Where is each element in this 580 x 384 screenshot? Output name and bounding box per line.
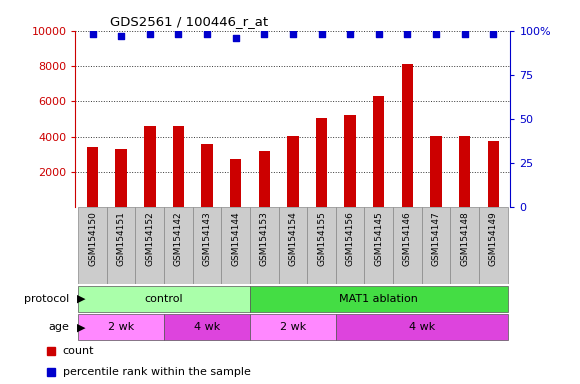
Text: GSM154143: GSM154143: [202, 211, 212, 266]
Text: GSM154153: GSM154153: [260, 211, 269, 266]
Point: [202, 31, 212, 37]
Text: GSM154152: GSM154152: [146, 211, 154, 266]
Text: 4 wk: 4 wk: [408, 322, 435, 333]
Point: [288, 31, 298, 37]
Text: GSM154146: GSM154146: [403, 211, 412, 266]
Text: GSM154147: GSM154147: [432, 211, 440, 266]
Bar: [450, 207, 479, 284]
Text: 4 wk: 4 wk: [194, 322, 220, 333]
Bar: [164, 314, 250, 340]
Text: count: count: [63, 346, 94, 356]
Bar: [115, 149, 127, 207]
Text: 2 wk: 2 wk: [280, 322, 306, 333]
Bar: [164, 207, 193, 284]
Point: [432, 31, 441, 37]
Point: [488, 31, 498, 37]
Text: protocol: protocol: [24, 293, 70, 304]
Text: GSM154155: GSM154155: [317, 211, 326, 266]
Bar: [373, 96, 385, 207]
Bar: [422, 207, 450, 284]
Bar: [144, 126, 155, 207]
Bar: [78, 207, 107, 284]
Text: 2 wk: 2 wk: [108, 322, 135, 333]
Bar: [250, 314, 336, 340]
Point: [317, 31, 326, 37]
Bar: [345, 115, 356, 207]
Text: GSM154154: GSM154154: [288, 211, 298, 266]
Bar: [107, 207, 136, 284]
Bar: [259, 151, 270, 207]
Text: MAT1 ablation: MAT1 ablation: [339, 293, 418, 304]
Point: [88, 31, 97, 37]
Text: GSM154150: GSM154150: [88, 211, 97, 266]
Point: [145, 31, 154, 37]
Bar: [222, 207, 250, 284]
Bar: [307, 207, 336, 284]
Point: [231, 35, 240, 41]
Bar: [250, 207, 278, 284]
Point: [117, 33, 126, 39]
Bar: [316, 118, 327, 207]
Point: [260, 31, 269, 37]
Text: ▶: ▶: [77, 293, 85, 304]
Text: GSM154145: GSM154145: [374, 211, 383, 266]
Text: GSM154142: GSM154142: [174, 211, 183, 266]
Bar: [201, 144, 213, 207]
Bar: [87, 147, 98, 207]
Bar: [173, 126, 184, 207]
Point: [174, 31, 183, 37]
Bar: [488, 141, 499, 207]
Bar: [287, 136, 299, 207]
Text: GSM154149: GSM154149: [489, 211, 498, 266]
Text: ▶: ▶: [77, 322, 85, 333]
Bar: [230, 159, 241, 207]
Bar: [136, 207, 164, 284]
Text: control: control: [145, 293, 183, 304]
Text: GDS2561 / 100446_r_at: GDS2561 / 100446_r_at: [110, 15, 269, 28]
Point: [460, 31, 469, 37]
Bar: [193, 207, 222, 284]
Bar: [78, 286, 250, 311]
Text: percentile rank within the sample: percentile rank within the sample: [63, 367, 251, 377]
Text: GSM154144: GSM154144: [231, 211, 240, 266]
Text: age: age: [49, 322, 70, 333]
Bar: [393, 207, 422, 284]
Point: [403, 31, 412, 37]
Bar: [364, 207, 393, 284]
Bar: [78, 314, 164, 340]
Bar: [250, 286, 508, 311]
Point: [346, 31, 355, 37]
Bar: [336, 314, 508, 340]
Point: [374, 31, 383, 37]
Text: GSM154156: GSM154156: [346, 211, 354, 266]
Bar: [430, 136, 442, 207]
Text: GSM154151: GSM154151: [117, 211, 126, 266]
Bar: [278, 207, 307, 284]
Text: GSM154148: GSM154148: [460, 211, 469, 266]
Bar: [479, 207, 508, 284]
Bar: [401, 64, 413, 207]
Bar: [459, 136, 470, 207]
Bar: [336, 207, 364, 284]
